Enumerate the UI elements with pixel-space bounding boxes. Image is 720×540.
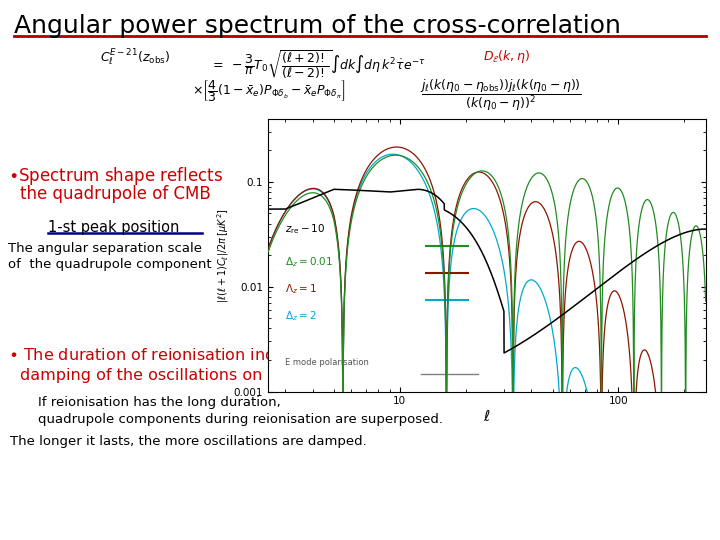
Text: 1-st peak position: 1-st peak position	[48, 220, 179, 235]
Text: $= \; -\dfrac{3}{\pi}T_0\sqrt{\dfrac{(\ell+2)!}{(\ell-2)!}}\int dk \int d\eta\, : $= \; -\dfrac{3}{\pi}T_0\sqrt{\dfrac{(\e…	[210, 48, 426, 80]
Text: The longer it lasts, the more oscillations are damped.: The longer it lasts, the more oscillatio…	[10, 435, 366, 448]
Text: $\times\left[\dfrac{4}{3}(1-\bar{x}_e)P_{\Phi\delta_b} - \bar{x}_e P_{\Phi\delta: $\times\left[\dfrac{4}{3}(1-\bar{x}_e)P_…	[192, 78, 346, 104]
Text: $D_{\mathcal{E}}(k,\eta)$: $D_{\mathcal{E}}(k,\eta)$	[483, 48, 530, 65]
Text: quadrupole components during reionisation are superposed.: quadrupole components during reionisatio…	[38, 413, 443, 426]
Text: $\Lambda_z = 1$: $\Lambda_z = 1$	[285, 282, 317, 296]
Text: $\bullet$ The duration of reionisation induces: $\bullet$ The duration of reionisation i…	[8, 347, 313, 363]
Text: H.T et al. 2008: H.T et al. 2008	[556, 150, 643, 163]
Text: The angular separation scale: The angular separation scale	[8, 242, 202, 255]
Text: E mode polarisation: E mode polarisation	[285, 358, 369, 367]
Text: $\dfrac{j_\ell(k(\eta_0-\eta_{\rm obs}))j_\ell(k(\eta_0-\eta))}{(k(\eta_0-\eta)): $\dfrac{j_\ell(k(\eta_0-\eta_{\rm obs}))…	[420, 78, 582, 113]
Text: $\Delta_z = 0.01$: $\Delta_z = 0.01$	[285, 255, 333, 269]
Text: $\Delta_z = 2$: $\Delta_z = 2$	[285, 309, 317, 323]
Text: damping of the oscillations on small scales: damping of the oscillations on small sca…	[20, 368, 365, 383]
Text: $C_\ell^{E-21}(z_{\rm obs})$: $C_\ell^{E-21}(z_{\rm obs})$	[100, 48, 171, 68]
Text: $z_{\rm obs} - 10$: $z_{\rm obs} - 10$	[592, 370, 670, 390]
X-axis label: $\ell$: $\ell$	[483, 409, 490, 424]
Text: If reionisation has the long duration,: If reionisation has the long duration,	[38, 396, 281, 409]
Text: of  the quadrupole component: of the quadrupole component	[8, 258, 212, 271]
Text: $\bullet$Spectrum shape reflects: $\bullet$Spectrum shape reflects	[8, 165, 223, 187]
Text: $z_{\rm re} - 10$: $z_{\rm re} - 10$	[285, 222, 325, 236]
Text: the quadrupole of CMB: the quadrupole of CMB	[20, 185, 211, 203]
Text: Angular power spectrum of the cross-correlation: Angular power spectrum of the cross-corr…	[14, 14, 621, 38]
Y-axis label: $|\ell(\ell+1)C_\ell|/2\pi\;[\mu K^2]$: $|\ell(\ell+1)C_\ell|/2\pi\;[\mu K^2]$	[215, 208, 230, 302]
